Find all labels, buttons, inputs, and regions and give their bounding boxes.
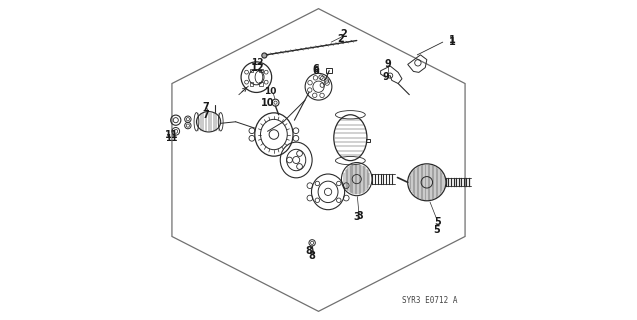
Bar bbox=[259, 82, 263, 85]
Bar bbox=[250, 82, 254, 85]
Text: 5: 5 bbox=[433, 225, 440, 235]
Text: 6: 6 bbox=[312, 66, 318, 76]
Text: 11: 11 bbox=[165, 134, 178, 143]
Bar bbox=[259, 69, 263, 72]
Text: 2: 2 bbox=[338, 34, 344, 44]
Text: 2: 2 bbox=[340, 29, 347, 39]
Text: 12: 12 bbox=[251, 58, 264, 67]
Bar bbox=[250, 69, 254, 72]
Text: 1: 1 bbox=[449, 37, 455, 47]
Text: 10: 10 bbox=[264, 87, 276, 96]
Text: 12: 12 bbox=[251, 63, 265, 73]
Text: 3: 3 bbox=[354, 212, 360, 222]
Bar bbox=[366, 139, 370, 142]
Text: 11: 11 bbox=[165, 130, 179, 140]
Text: 7: 7 bbox=[202, 110, 209, 120]
Text: SYR3 E0712 A: SYR3 E0712 A bbox=[402, 296, 458, 305]
Text: 10: 10 bbox=[261, 98, 275, 108]
Text: 5: 5 bbox=[434, 217, 441, 227]
Text: 8: 8 bbox=[308, 251, 315, 260]
Text: 6: 6 bbox=[313, 64, 319, 74]
Text: 1: 1 bbox=[449, 35, 455, 44]
Text: 7: 7 bbox=[203, 102, 210, 112]
Circle shape bbox=[262, 53, 267, 58]
Text: 9: 9 bbox=[385, 60, 391, 69]
Text: 8: 8 bbox=[306, 246, 312, 256]
Text: 9: 9 bbox=[382, 72, 389, 82]
Bar bbox=[326, 68, 333, 73]
Text: 3: 3 bbox=[356, 211, 362, 221]
